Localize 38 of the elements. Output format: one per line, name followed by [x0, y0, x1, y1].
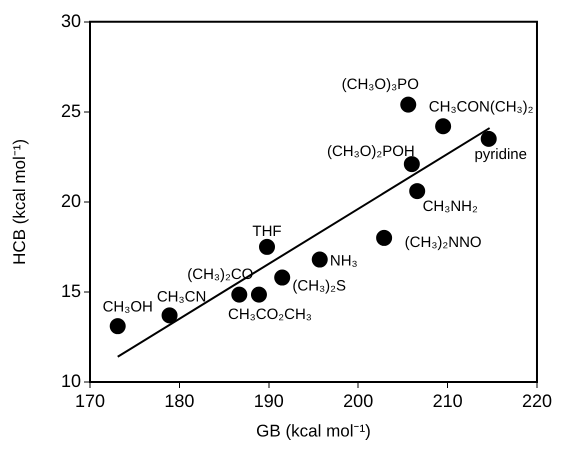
annotation: (CH₃O)₂POH — [326, 143, 415, 160]
x-tick-label: 220 — [522, 390, 552, 411]
y-tick-label: 30 — [60, 10, 81, 31]
x-tick-label: 200 — [343, 390, 374, 411]
annotation: (CH₃O)₃PO — [342, 76, 419, 93]
y-tick-label: 15 — [60, 280, 81, 301]
annotation: CH₃CON(CH₃)₂ — [428, 98, 534, 116]
point — [110, 318, 126, 334]
x-axis-title: GB (kcal mol⁻¹) — [256, 421, 371, 440]
point — [259, 238, 276, 255]
annotation: CH₃CN — [156, 288, 206, 306]
point — [250, 286, 267, 303]
annotation: (CH₃)₂NNO — [404, 234, 482, 252]
x-tick-label: 210 — [432, 390, 463, 411]
y-axis-title: HCB (kcal mol⁻¹) — [10, 138, 29, 265]
x-tick-label: 170 — [74, 390, 106, 411]
annotation: CH₃CO₂CH₃ — [228, 306, 312, 323]
annotation: CH₃OH — [102, 298, 153, 316]
point — [480, 130, 497, 147]
annotation: THF — [252, 223, 282, 240]
point — [400, 96, 416, 113]
annotation: pyridine — [474, 146, 527, 164]
x-tick-label: 190 — [254, 390, 284, 411]
point — [231, 286, 248, 303]
annotation: (CH₃)₂CO — [187, 266, 254, 283]
point — [274, 270, 290, 286]
y-tick-label: 25 — [60, 100, 81, 121]
annotation: NH₃ — [330, 252, 358, 270]
point — [312, 252, 328, 268]
y-tick-label: 10 — [60, 370, 81, 391]
point — [409, 183, 426, 200]
annotation: CH₃NH₂ — [422, 198, 478, 216]
point — [435, 118, 452, 134]
x-tick-label: 180 — [164, 390, 194, 411]
annotation: (CH₃)₂S — [292, 278, 346, 295]
y-tick-label: 20 — [60, 190, 81, 211]
point — [162, 307, 178, 324]
point — [376, 230, 392, 246]
